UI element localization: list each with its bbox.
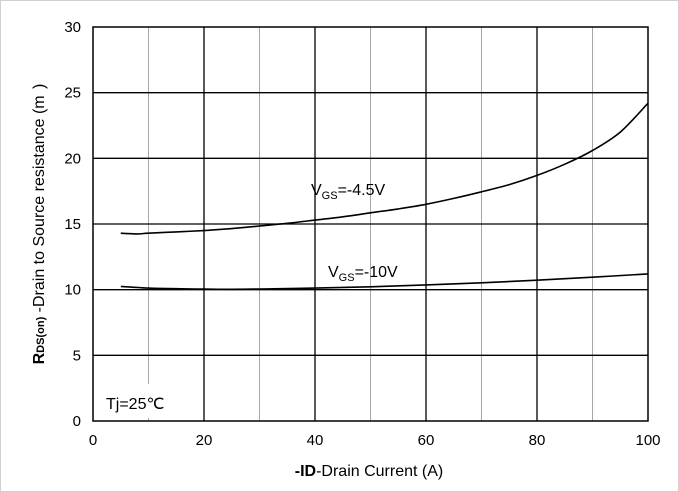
- tick-labels: 0 20 40 60 80 100 0 5 10 15 20 25 30: [64, 19, 660, 449]
- x-tick-label: 60: [418, 432, 435, 449]
- plot-border: [92, 26, 649, 422]
- x-tick-label: 80: [529, 432, 546, 449]
- series-label-main: V: [311, 182, 322, 199]
- series-label-main: V: [328, 264, 339, 281]
- x-tick-label: 100: [635, 432, 660, 449]
- x-tick-label: 40: [307, 432, 324, 449]
- series-label-vgs-4-5v: VGS=-4.5V: [311, 182, 385, 202]
- y-tick-label: 30: [64, 19, 81, 36]
- series-label-sub: GS: [339, 272, 355, 284]
- y-axis-label: RDS(on) -Drain to Source resistance (m ): [31, 84, 48, 365]
- x-axis-label-rest: -Drain Current (A): [316, 463, 443, 480]
- series-label-tail: =-4.5V: [338, 182, 386, 199]
- y-tick-label: 15: [64, 216, 81, 233]
- series-label-tail: =-10V: [355, 264, 398, 281]
- y-axis-label-rest: -Drain to Source resistance (m ): [31, 84, 48, 317]
- grid: [93, 27, 648, 421]
- annotation-tj: Tj=25℃: [106, 396, 164, 413]
- y-axis-label-r: R: [31, 352, 48, 364]
- series-label-vgs-10v: VGS=-10V: [328, 264, 398, 284]
- x-tick-label: 0: [89, 432, 97, 449]
- x-axis-label-bold: -ID: [295, 463, 316, 480]
- x-tick-label: 20: [196, 432, 213, 449]
- y-tick-label: 20: [64, 150, 81, 167]
- y-axis-label-sub: DS(on): [35, 316, 47, 352]
- annotation-box: [96, 384, 178, 418]
- y-tick-label: 5: [73, 347, 81, 364]
- y-tick-label: 25: [64, 85, 81, 102]
- series-lines: [120, 102, 649, 291]
- series-label-sub: GS: [322, 190, 338, 202]
- series-line-0: [120, 102, 649, 235]
- x-axis-label: -ID-Drain Current (A): [295, 463, 443, 480]
- y-tick-label: 0: [73, 413, 81, 430]
- series-line-1: [120, 273, 649, 291]
- y-tick-label: 10: [64, 282, 81, 299]
